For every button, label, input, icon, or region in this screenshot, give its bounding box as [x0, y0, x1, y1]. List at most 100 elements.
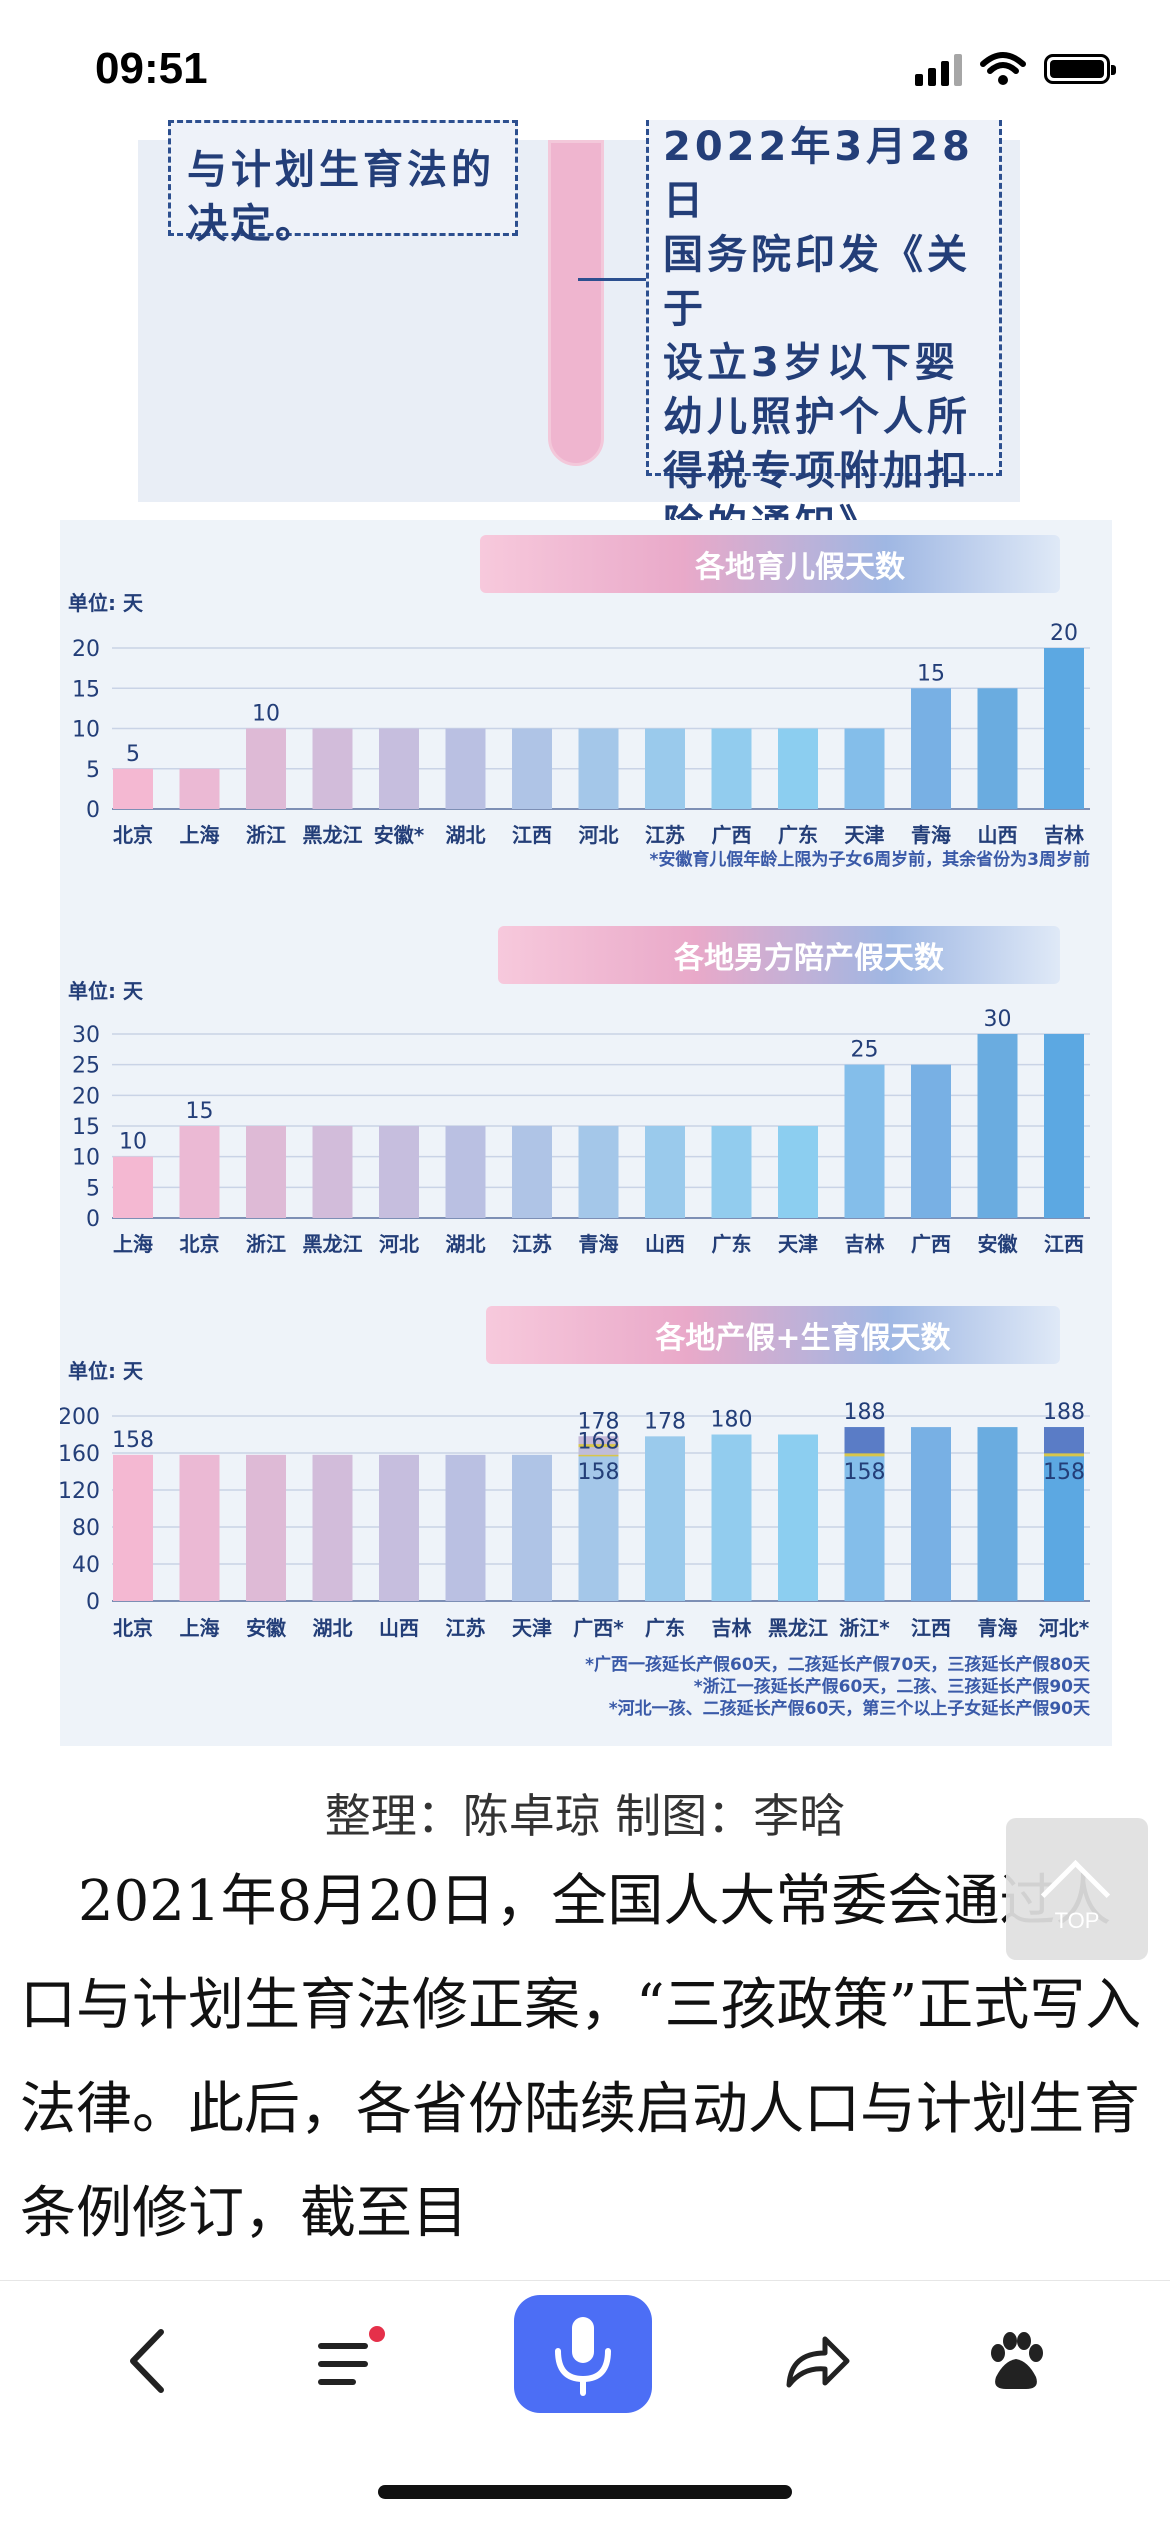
- x-tick-label: 广东: [712, 1232, 752, 1256]
- back-button[interactable]: [112, 2301, 182, 2421]
- article-paragraph: 2021年8月20日，全国人大常委会通过人口与计划生育法修正案，“三孩政策”正式…: [20, 1869, 1142, 2246]
- x-tick-label: 江西: [512, 823, 552, 847]
- leave-days-infographic: 各地育儿假天数 单位: 天 0 5 10 15 20 北京 5 上海 浙江 10 黑龙江 安徽* 湖北 江西河…: [60, 520, 1112, 1746]
- bar: [711, 728, 752, 809]
- bar: [445, 1454, 486, 1601]
- notification-dot: [369, 2326, 385, 2342]
- y-tick-label: 200: [60, 1405, 100, 1430]
- data-label: 30: [984, 1007, 1012, 1032]
- bar: [778, 1126, 818, 1218]
- data-label: 15: [917, 661, 945, 686]
- y-tick-label: 15: [72, 1115, 100, 1140]
- wifi-icon: [980, 52, 1026, 85]
- bar: [113, 1156, 153, 1218]
- y-tick-label: 120: [60, 1479, 100, 1504]
- home-indicator: [378, 2485, 792, 2499]
- timeline-left-line: 与计划生育法的: [187, 147, 495, 193]
- y-tick-label: 0: [86, 1590, 100, 1615]
- menu-button[interactable]: [312, 2301, 392, 2421]
- chart-title: 各地男方陪产假天数: [673, 941, 945, 976]
- x-tick-label: 江西: [1044, 1232, 1084, 1256]
- chart-title-banner: [480, 535, 1060, 593]
- x-tick-label: 北京: [113, 1616, 153, 1640]
- bar: [977, 1427, 1018, 1601]
- bar-stack-segment: [578, 1445, 619, 1455]
- y-tick-label: 5: [86, 1176, 100, 1201]
- chart-title-banner: [498, 926, 1060, 984]
- bar: [312, 1126, 353, 1218]
- battery-icon: [1044, 54, 1116, 84]
- bar: [977, 1034, 1018, 1218]
- status-icons: [915, 52, 1116, 86]
- timeline-right-box: 2022年3月28日 国务院印发《关于 设立3岁以下婴 幼儿照护个人所 得税专项…: [646, 120, 1002, 548]
- x-tick-label: 吉林: [712, 1616, 752, 1640]
- y-axis-label: 单位: 天: [68, 591, 144, 615]
- voice-search-button[interactable]: [514, 2295, 652, 2413]
- share-icon: [786, 2336, 850, 2388]
- y-tick-label: 10: [72, 718, 100, 743]
- bar: [911, 1427, 951, 1601]
- stack-label: 168: [578, 1429, 620, 1454]
- x-tick-label: 青海: [978, 1616, 1018, 1640]
- back-to-top-label: TOP: [1054, 1908, 1100, 1933]
- bar: [711, 1126, 752, 1218]
- chart-footnote: *河北一孩、二孩延长产假60天，第三个以上子女延长产假90天: [609, 1698, 1091, 1719]
- bar: [578, 1126, 619, 1218]
- bar: [179, 1126, 220, 1218]
- timeline-connector: [578, 278, 646, 281]
- bar: [1044, 1034, 1084, 1218]
- timeline-left-box: 与计划生育法的 决定。: [168, 120, 518, 247]
- bar: [645, 728, 685, 809]
- x-tick-label: 江苏: [446, 1616, 486, 1640]
- timeline-left-line: 决定。: [187, 201, 319, 247]
- data-label: 178: [644, 1409, 686, 1434]
- data-label: 25: [851, 1038, 879, 1063]
- y-tick-label: 40: [72, 1553, 100, 1578]
- bar: [312, 728, 353, 809]
- x-tick-label: 上海: [113, 1232, 153, 1256]
- bar: [113, 768, 153, 809]
- bar: [512, 1126, 552, 1218]
- x-tick-label: 山西: [379, 1616, 419, 1640]
- timeline-graphic: 与计划生育法的 决定。 2022年3月28日 国务院印发《关于 设立3岁以下婴 …: [138, 120, 1020, 548]
- bar: [645, 1126, 685, 1218]
- x-tick-label: 北京: [180, 1232, 220, 1256]
- menu-icon: [318, 2326, 385, 2385]
- data-label: 15: [186, 1099, 214, 1124]
- chart-title: 各地产假+生育假天数: [654, 1321, 951, 1356]
- y-tick-label: 20: [72, 1084, 100, 1109]
- status-time: 09:51: [95, 44, 208, 93]
- chart-footnote: *安徽育儿假年龄上限为子女6周岁前，其余省份为3周岁前: [649, 849, 1090, 870]
- x-tick-label: 吉林: [845, 1232, 885, 1256]
- x-tick-label: 浙江: [246, 1232, 286, 1256]
- share-button[interactable]: [776, 2301, 856, 2421]
- bar: [445, 728, 486, 809]
- image-credit: 整理：陈卓琼 制图：李晗: [324, 1789, 846, 1843]
- bar: [844, 728, 885, 809]
- bar: [312, 1454, 353, 1601]
- y-tick-label: 0: [86, 798, 100, 823]
- baidu-button[interactable]: [976, 2301, 1056, 2421]
- back-to-top-button[interactable]: TOP: [1006, 1818, 1148, 1960]
- y-axis-label: 单位: 天: [68, 1359, 144, 1383]
- x-tick-label: 河北: [379, 1232, 419, 1256]
- bar: [778, 728, 818, 809]
- bottom-toolbar: [0, 2280, 1170, 2533]
- data-label: 158: [112, 1428, 154, 1453]
- y-axis-label: 单位: 天: [68, 979, 144, 1003]
- bar: [778, 1434, 818, 1601]
- y-tick-label: 80: [72, 1516, 100, 1541]
- x-tick-label: 江西: [911, 1616, 951, 1640]
- data-label: 178: [578, 1409, 620, 1434]
- bar: [445, 1126, 486, 1218]
- bar: [645, 1436, 685, 1601]
- bar: [711, 1434, 752, 1601]
- y-tick-label: 25: [72, 1054, 100, 1079]
- bar: [379, 1126, 419, 1218]
- bar: [246, 1454, 286, 1601]
- x-tick-label: 浙江*: [839, 1616, 890, 1640]
- x-tick-label: 浙江: [246, 823, 286, 847]
- x-tick-label: 吉林: [1044, 823, 1084, 847]
- x-tick-label: 安徽*: [374, 823, 425, 847]
- x-tick-label: 广西: [911, 1232, 951, 1256]
